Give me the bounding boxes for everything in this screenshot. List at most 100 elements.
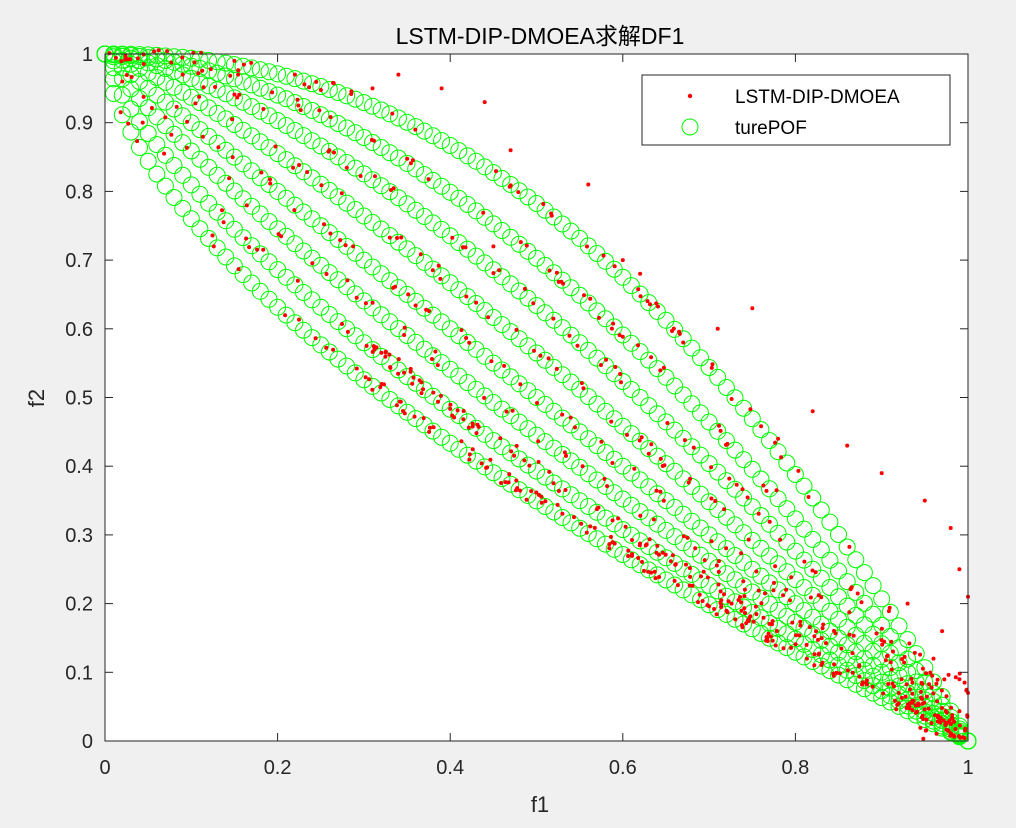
truepof-point	[484, 261, 502, 279]
truepof-point	[752, 609, 770, 627]
lstm-point	[754, 612, 759, 617]
lstm-point	[880, 642, 885, 647]
lstm-point	[789, 645, 793, 650]
truepof-point	[717, 472, 735, 490]
lstm-point	[292, 208, 297, 213]
truepof-point	[571, 519, 589, 537]
lstm-point	[763, 591, 767, 596]
truepof-point	[415, 381, 433, 399]
lstm-point	[952, 719, 957, 724]
lstm-point	[426, 177, 431, 182]
lstm-point	[798, 619, 803, 624]
truepof-point	[338, 119, 356, 137]
lstm-point	[929, 721, 934, 726]
lstm-point	[953, 675, 958, 680]
lstm-point	[208, 67, 213, 72]
truepof-point	[752, 589, 770, 607]
lstm-point	[494, 169, 498, 174]
lstm-point	[748, 407, 753, 412]
lstm-point	[953, 727, 958, 731]
truepof-point	[821, 579, 839, 596]
lstm-point	[924, 694, 929, 699]
truepof-point	[459, 334, 476, 351]
truepof-point	[761, 574, 778, 592]
lstm-point	[200, 134, 205, 139]
truepof-point	[640, 351, 658, 369]
legend-marker-circle-icon	[681, 118, 699, 136]
lstm-point	[784, 587, 789, 592]
truepof-point	[415, 299, 433, 317]
truepof-point	[295, 163, 312, 181]
lstm-outlier-point	[879, 471, 884, 476]
lstm-point	[345, 329, 350, 334]
truepof-point	[812, 541, 830, 559]
lstm-point	[539, 500, 544, 505]
truepof-point	[329, 188, 347, 206]
lstm-point	[261, 247, 266, 252]
lstm-point	[227, 176, 232, 181]
lstm-point	[808, 595, 813, 600]
lstm-point	[518, 240, 523, 245]
lstm-point	[322, 222, 326, 227]
truepof-point	[778, 607, 796, 625]
lstm-point	[773, 440, 778, 445]
lstm-point	[774, 488, 779, 493]
lstm-point	[331, 347, 336, 352]
lstm-point	[766, 631, 771, 636]
truepof-point	[545, 311, 563, 329]
lstm-point	[817, 651, 822, 656]
truepof-point	[821, 513, 839, 531]
lstm-point	[408, 369, 413, 374]
lstm-point	[935, 719, 940, 724]
lstm-point	[646, 569, 651, 574]
truepof-point	[208, 203, 226, 221]
y-tick-label: 1	[82, 44, 93, 66]
lstm-point	[797, 633, 802, 638]
lstm-point	[283, 313, 288, 318]
truepof-point	[364, 299, 381, 317]
truepof-point	[631, 471, 649, 489]
lstm-outlier-point	[957, 677, 962, 682]
truepof-point	[303, 249, 321, 267]
truepof-point	[156, 73, 174, 91]
truepof-point	[251, 61, 269, 79]
lstm-point	[554, 270, 559, 275]
lstm-point	[636, 287, 641, 292]
truepof-point	[683, 565, 701, 583]
truepof-point	[614, 417, 632, 435]
truepof-point	[139, 64, 157, 82]
lstm-point	[427, 429, 432, 434]
truepof-point	[614, 521, 632, 539]
truepof-point	[122, 80, 140, 98]
truepof-point	[571, 380, 589, 398]
truepof-point	[838, 649, 856, 667]
truepof-point	[812, 615, 830, 633]
truepof-point	[588, 503, 606, 521]
truepof-point	[329, 115, 347, 132]
truepof-point	[156, 146, 174, 164]
truepof-point	[372, 139, 390, 156]
truepof-point	[640, 509, 658, 527]
truepof-point	[174, 48, 192, 66]
lstm-point	[654, 488, 659, 493]
lstm-point	[349, 89, 354, 94]
truepof-point	[148, 165, 166, 183]
truepof-point	[415, 253, 433, 271]
truepof-point	[467, 380, 485, 398]
lstm-point	[235, 95, 240, 100]
truepof-point	[148, 136, 166, 154]
y-tick-label: 0.3	[65, 525, 93, 547]
lstm-point	[193, 101, 198, 106]
lstm-point	[527, 463, 532, 468]
truepof-point	[493, 222, 511, 239]
truepof-point	[484, 354, 502, 372]
lstm-point	[249, 60, 254, 65]
truepof-point	[260, 213, 278, 230]
lstm-point	[514, 488, 518, 493]
truepof-point	[605, 450, 623, 468]
lstm-point	[718, 428, 723, 433]
lstm-point	[768, 634, 773, 639]
lstm-point	[640, 559, 644, 564]
truepof-point	[821, 622, 839, 640]
lstm-point	[754, 569, 759, 574]
